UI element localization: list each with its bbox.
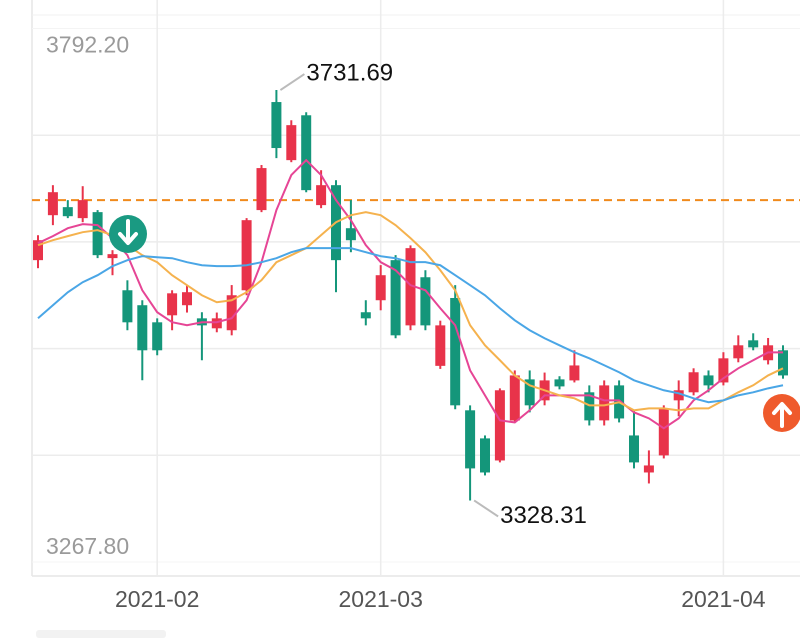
candle-body [673,390,684,401]
annotation-label: 3731.69 [306,59,393,86]
candle-body [688,372,699,393]
candle-body [271,102,282,149]
labels: 3792.20 3267.80 2021-02 2021-03 2021-04 3731.… [46,32,766,613]
candle-body [509,375,520,421]
candle-body [47,192,58,216]
candle-body [345,228,356,241]
candle-body [584,392,595,421]
candle-body [360,312,371,319]
candle-body [107,254,118,259]
candle-body [718,358,729,383]
plot-area [32,90,800,501]
candle-body [599,385,610,421]
x-tick-label: 2021-02 [115,586,199,612]
buy-signal-arrow [772,402,792,428]
candle-body [569,365,580,381]
moving-average-line [37,158,783,430]
candle-body [733,345,744,359]
candle-body [375,275,386,301]
candle-body [137,305,148,351]
candle-body [226,295,237,331]
candle-body [480,438,490,473]
candle-body [241,220,252,291]
annotation-label: 3328.31 [500,502,587,529]
candle-body [390,260,401,336]
candle-body [122,290,133,323]
moving-average-line [37,211,784,412]
candle-body [33,240,43,261]
candle-body [301,115,312,191]
buy-signal-icon[interactable] [763,394,800,432]
y-tick-label: 3267.80 [46,533,129,559]
moving-average-line [37,247,784,404]
candle-body [748,340,759,348]
candle-body [778,350,788,376]
candle-body [703,375,714,386]
candle-body [524,379,535,406]
candle-body [420,277,431,326]
sell-signal-arrow [118,219,138,245]
candle-body [643,465,654,473]
y-tick-label: 3792.20 [46,32,129,58]
candle-body [435,325,446,366]
candle-body [211,318,222,329]
candle-body [450,297,461,406]
candle-body [658,408,669,456]
bottom-tab [36,630,166,638]
annotation-leader [279,73,305,91]
candle-body [629,435,639,463]
annotation-leader [473,499,499,518]
candle-body [554,379,565,387]
sell-signal-icon[interactable] [109,215,147,253]
candle-body [77,200,88,219]
x-tick-label: 2021-03 [338,586,422,612]
candle-body [256,168,267,211]
candle-body [405,248,416,326]
candle-body [286,125,297,161]
candle-body [182,292,192,306]
candle-body [62,207,73,217]
candle-body [465,410,476,469]
candle-body [316,185,327,206]
candle-body [152,322,163,351]
candle-body [167,293,178,316]
candle-body [92,212,103,256]
candle-body [494,390,505,461]
x-tick-label: 2021-04 [681,586,766,612]
